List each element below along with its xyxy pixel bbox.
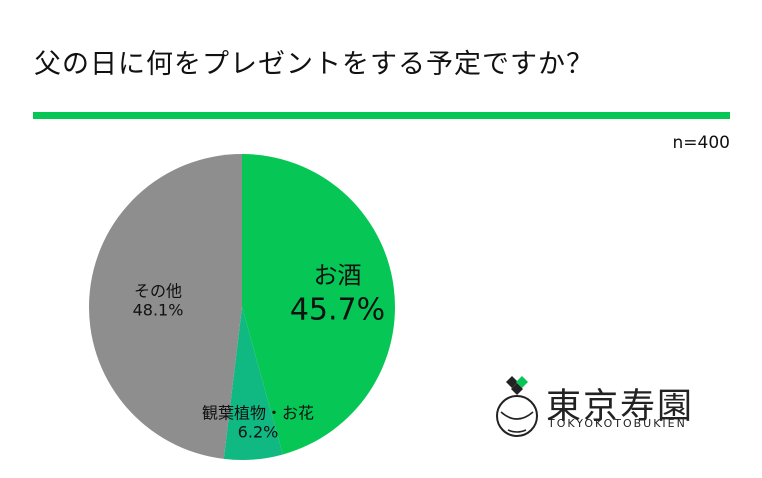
logo-name: 東京寿園 [546, 387, 695, 427]
pie-slice [223, 307, 283, 460]
title-underline [33, 112, 730, 119]
sample-size: n=400 [672, 133, 730, 153]
slice-percent-label: 6.2% [238, 423, 279, 442]
slice-label: 観葉植物・お花 [202, 403, 314, 422]
pie-slice [242, 154, 395, 455]
pie-slice [89, 154, 242, 459]
teapot-logo-icon [496, 376, 538, 437]
slice-percent-label: 48.1% [133, 301, 184, 320]
slice-percent-label: 45.7% [290, 293, 385, 328]
company-logo: 東京寿園 TOKYOKOTOBUKIEN [494, 372, 734, 442]
chart-title: 父の日に何をプレゼントをする予定ですか？ [34, 49, 594, 80]
logo-romaji: TOKYOKOTOBUKIEN [548, 417, 687, 430]
slice-label: その他 [134, 281, 182, 300]
slice-label: お酒 [314, 262, 362, 290]
